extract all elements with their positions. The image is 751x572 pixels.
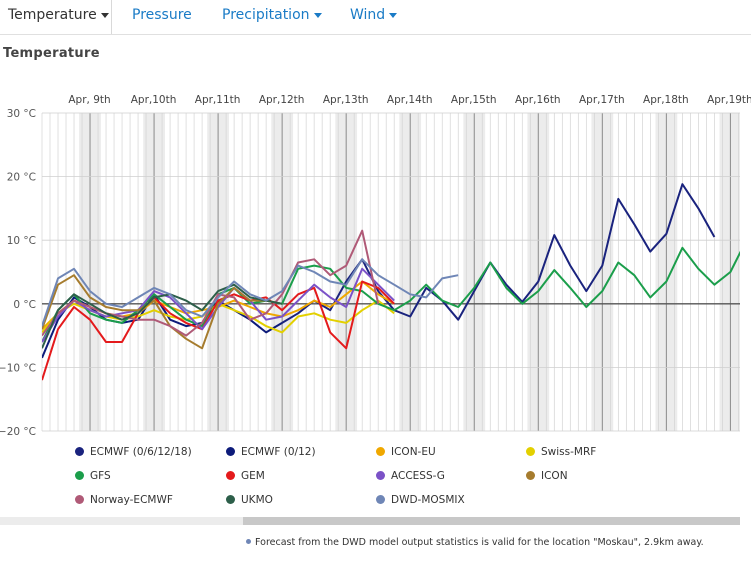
legend-item[interactable]: ICON-EU [376,446,436,458]
legend-label: GEM [241,470,265,482]
footnote: Forecast from the DWD model output stati… [246,537,704,548]
series-line-icon[interactable] [42,274,283,350]
y-tick-label: 20 °C [7,172,36,184]
legend-item[interactable]: Norway-ECMWF [75,494,173,506]
legend-marker-icon [75,495,84,504]
legend-item[interactable]: ACCESS-G [376,470,445,482]
series-line-norway-ecmwf[interactable] [42,229,380,337]
legend-marker-icon [376,447,385,456]
bullet-icon [246,539,251,544]
tab-temperature[interactable]: Temperature [0,0,112,34]
legend-label: GFS [90,470,111,482]
x-tick-label: Apr,10th [131,94,177,106]
chevron-down-icon [389,12,398,18]
legend-label: ECMWF (0/12) [241,446,316,458]
legend-item[interactable]: GFS [75,470,111,482]
legend-marker-icon [376,495,385,504]
legend-label: ECMWF (0/6/12/18) [90,446,192,458]
legend-marker-icon [226,471,235,480]
legend-item[interactable]: DWD-MOSMIX [376,494,465,506]
horizontal-scrollbar[interactable] [0,517,740,525]
tab-pressure-label: Pressure [132,7,192,23]
legend-label: UKMO [241,494,273,506]
x-tick-label: Apr,12th [259,94,305,106]
x-tick-label: Apr,16th [515,94,561,106]
x-tick-label: Apr,14th [387,94,433,106]
chevron-down-icon [100,12,109,18]
scrollbar-thumb[interactable] [243,517,740,525]
footnote-text: Forecast from the DWD model output stati… [255,537,704,548]
y-tick-label: −20 °C [0,426,36,438]
legend-label: Norway-ECMWF [90,494,173,506]
tab-temperature-label: Temperature [8,7,97,23]
y-tick-label: 0 °C [13,299,36,311]
legend-marker-icon [75,447,84,456]
series-line-ecmwf-0-12[interactable] [42,293,283,359]
legend-item[interactable]: UKMO [226,494,273,506]
legend-label: ICON [541,470,568,482]
legend-marker-icon [226,495,235,504]
tab-precipitation-label: Precipitation [222,7,310,23]
series-line-access-g[interactable] [42,267,395,343]
x-tick-label: Apr, 9th [68,94,110,106]
legend-marker-icon [75,471,84,480]
x-tick-label: Apr,11th [195,94,241,106]
temperature-chart: 30 °C 20 °C 10 °C 0 °C −10 °C −20 °C Apr, 9th A… [0,94,751,438]
y-tick-label: 10 °C [7,235,36,247]
legend-marker-icon [376,471,385,480]
x-tick-label: Apr,17th [579,94,625,106]
y-tick-label: −10 °C [0,362,36,374]
tab-pressure[interactable]: Pressure [132,0,192,34]
legend-item[interactable]: Swiss-MRF [526,446,596,458]
x-tick-label: Apr,15th [451,94,497,106]
legend-label: ICON-EU [391,446,436,458]
tab-precipitation[interactable]: Precipitation [222,0,322,34]
legend-item[interactable]: ECMWF (0/12) [226,446,316,458]
legend-marker-icon [226,447,235,456]
legend-item[interactable]: ICON [526,470,568,482]
series-line-gfs[interactable] [42,240,751,343]
legend-item[interactable]: GEM [226,470,265,482]
x-tick-label: Apr,13th [323,94,369,106]
series-line-dwd-mosmix[interactable] [42,258,459,327]
legend-marker-icon [526,447,535,456]
section-title: Temperature [3,46,100,61]
x-tick-label: Apr,19th [707,94,751,106]
x-tick-label: Apr,18th [643,94,689,106]
y-tick-label: 30 °C [7,108,36,120]
tab-wind-label: Wind [350,7,386,23]
legend-item[interactable]: ECMWF (0/6/12/18) [75,446,192,458]
tab-wind[interactable]: Wind [350,0,398,34]
legend-label: DWD-MOSMIX [391,494,465,506]
legend-label: Swiss-MRF [541,446,597,458]
chart-tabs: Temperature Pressure Precipitation Wind [0,0,751,35]
chevron-down-icon [313,12,322,18]
series-line-ukmo[interactable] [42,283,283,349]
series-line-gem[interactable] [42,280,395,381]
legend-marker-icon [526,471,535,480]
legend-label: ACCESS-G [391,470,445,482]
